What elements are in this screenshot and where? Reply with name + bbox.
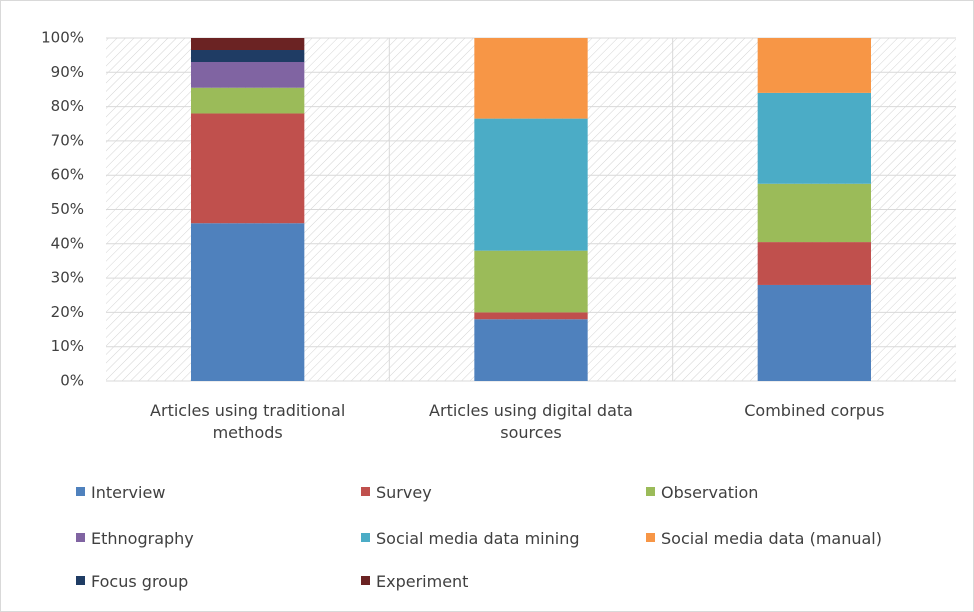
legend-swatch [361,576,370,585]
y-tick-label: 50% [51,200,84,218]
bar-segment [474,250,588,313]
y-tick-label: 30% [51,269,84,287]
bar-segment [474,38,588,119]
y-tick-label: 20% [51,303,84,321]
y-tick-label: 100% [41,29,84,47]
y-tick-label: 0% [60,372,84,390]
legend-swatch [76,487,85,496]
bar-segment [474,319,588,381]
bar-segment [191,62,305,88]
legend-label: Survey [376,483,432,502]
bar-segment [191,113,305,224]
y-tick-label: 90% [51,63,84,81]
x-tick-label: Combined corpus [744,401,885,420]
bar-segment [191,223,305,381]
legend-item: Survey [361,483,432,502]
legend-label: Social media data (manual) [661,529,882,548]
legend-label: Ethnography [91,529,194,548]
bar-segment [757,284,871,381]
legend-swatch [361,487,370,496]
legend-swatch [361,533,370,542]
legend-item: Social media data (manual) [646,529,882,548]
legend-item: Social media data mining [361,529,579,548]
legend-label: Observation [661,483,759,502]
legend-item: Experiment [361,572,468,591]
y-tick-label: 60% [51,166,84,184]
legend-label: Social media data mining [376,529,580,548]
legend-swatch [76,533,85,542]
legend-item: Focus group [76,572,188,591]
bar-segment [191,38,305,51]
legend-swatch [646,533,655,542]
bar-segment [757,183,871,243]
y-tick-label: 10% [51,337,84,355]
y-tick-label: 40% [51,234,84,252]
legend-swatch [76,576,85,585]
bar-segment [474,312,588,320]
legend-label: Focus group [91,572,189,591]
x-tick-label: Articles using traditional methods [150,401,346,442]
bar-segment [191,87,305,114]
bar-segment [757,242,871,285]
bar-segment [757,38,871,93]
legend-item: Interview [76,483,165,502]
bar-segment [191,50,305,63]
legend-label: Experiment [376,572,469,591]
legend-swatch [646,487,655,496]
legend-item: Ethnography [76,529,194,548]
x-tick-label: Articles using digital data sources [429,401,633,442]
y-tick-label: 70% [51,131,84,149]
legend-label: Interview [91,483,166,502]
y-tick-label: 80% [51,97,84,115]
bar-segment [474,118,588,251]
bar-segment [757,92,871,184]
legend-item: Observation [646,483,758,502]
